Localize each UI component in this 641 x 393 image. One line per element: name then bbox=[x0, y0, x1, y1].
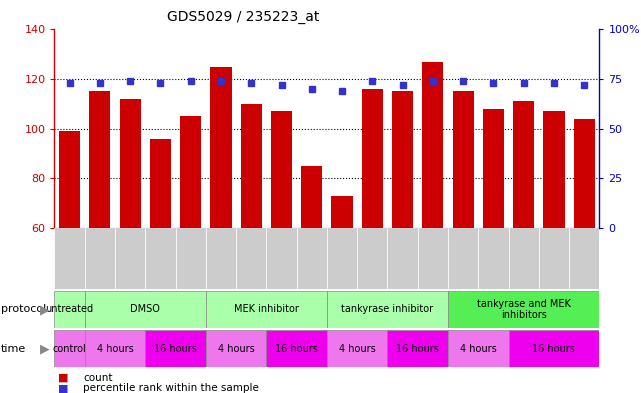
Text: ■: ■ bbox=[58, 383, 68, 393]
Bar bbox=[54, 291, 85, 328]
Bar bbox=[418, 228, 448, 289]
Bar bbox=[176, 228, 206, 289]
Text: ▶: ▶ bbox=[40, 342, 50, 355]
Text: untreated: untreated bbox=[46, 305, 94, 314]
Bar bbox=[146, 228, 176, 289]
Bar bbox=[54, 228, 85, 289]
Bar bbox=[453, 92, 474, 228]
Bar bbox=[331, 196, 353, 228]
Bar bbox=[508, 228, 539, 289]
Bar bbox=[267, 228, 297, 289]
Text: 16 hours: 16 hours bbox=[275, 344, 318, 354]
Bar bbox=[115, 228, 146, 289]
Text: 4 hours: 4 hours bbox=[339, 344, 376, 354]
Bar bbox=[327, 228, 357, 289]
Text: tankyrase inhibitor: tankyrase inhibitor bbox=[342, 305, 433, 314]
Bar bbox=[544, 111, 565, 228]
Bar bbox=[448, 291, 599, 328]
Bar bbox=[387, 330, 448, 367]
Bar bbox=[327, 330, 387, 367]
Bar bbox=[85, 228, 115, 289]
Bar bbox=[85, 330, 146, 367]
Text: 16 hours: 16 hours bbox=[533, 344, 576, 354]
Text: protocol: protocol bbox=[1, 305, 46, 314]
Text: ▶: ▶ bbox=[40, 303, 50, 316]
Bar bbox=[483, 109, 504, 228]
Bar bbox=[422, 62, 444, 228]
Text: tankyrase and MEK
inhibitors: tankyrase and MEK inhibitors bbox=[477, 299, 570, 320]
Text: DMSO: DMSO bbox=[130, 305, 160, 314]
Bar bbox=[54, 330, 85, 367]
Bar bbox=[85, 291, 206, 328]
Text: control: control bbox=[53, 344, 87, 354]
Bar bbox=[392, 92, 413, 228]
Bar bbox=[236, 228, 267, 289]
Bar bbox=[267, 330, 327, 367]
Text: count: count bbox=[83, 373, 113, 383]
Bar bbox=[150, 139, 171, 228]
Text: percentile rank within the sample: percentile rank within the sample bbox=[83, 383, 259, 393]
Text: 16 hours: 16 hours bbox=[396, 344, 439, 354]
Bar bbox=[569, 228, 599, 289]
Bar bbox=[206, 330, 267, 367]
Bar bbox=[508, 330, 599, 367]
Bar bbox=[89, 92, 110, 228]
Bar bbox=[297, 228, 327, 289]
Text: 4 hours: 4 hours bbox=[460, 344, 497, 354]
Text: MEK inhibitor: MEK inhibitor bbox=[234, 305, 299, 314]
Bar bbox=[120, 99, 141, 228]
Bar bbox=[146, 330, 206, 367]
Text: 4 hours: 4 hours bbox=[97, 344, 133, 354]
Bar bbox=[448, 330, 508, 367]
Text: GDS5029 / 235223_at: GDS5029 / 235223_at bbox=[167, 10, 320, 24]
Bar bbox=[448, 228, 478, 289]
Bar bbox=[210, 67, 231, 228]
Text: ■: ■ bbox=[58, 373, 68, 383]
Bar bbox=[478, 228, 508, 289]
Bar bbox=[357, 228, 387, 289]
Bar bbox=[240, 104, 262, 228]
Bar bbox=[271, 111, 292, 228]
Bar bbox=[327, 291, 448, 328]
Bar bbox=[180, 116, 201, 228]
Bar bbox=[59, 131, 80, 228]
Text: 16 hours: 16 hours bbox=[154, 344, 197, 354]
Bar bbox=[206, 228, 236, 289]
Text: time: time bbox=[1, 344, 26, 354]
Bar bbox=[362, 89, 383, 228]
Bar bbox=[301, 166, 322, 228]
Bar bbox=[513, 101, 534, 228]
Bar bbox=[387, 228, 418, 289]
Bar bbox=[539, 228, 569, 289]
Bar bbox=[574, 119, 595, 228]
Text: 4 hours: 4 hours bbox=[218, 344, 254, 354]
Bar bbox=[206, 291, 327, 328]
